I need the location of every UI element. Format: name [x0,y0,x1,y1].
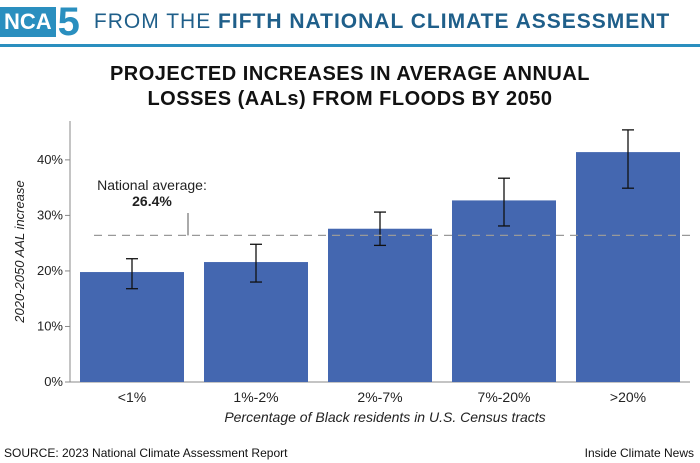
y-tick-label: 30% [37,207,63,222]
x-tick-label: 7%-20% [478,389,531,405]
header-rule [0,44,700,47]
source-note: SOURCE: 2023 National Climate Assessment… [4,446,288,460]
bar [452,200,556,382]
bar [576,152,680,382]
y-tick-label: 0% [44,374,63,389]
chart-title: PROJECTED INCREASES IN AVERAGE ANNUAL LO… [0,62,700,112]
logo-nca-text: NCA [0,7,56,37]
footer: SOURCE: 2023 National Climate Assessment… [0,443,700,463]
nca5-logo: NCA 5 [0,0,80,44]
header-prefix: FROM THE [93,10,219,33]
y-tick-label: 40% [37,152,63,167]
chart-title-line-1: PROJECTED INCREASES IN AVERAGE ANNUAL [109,63,591,85]
header-banner: NCA 5 FROM THE FIFTH NATIONAL CLIMATE AS… [0,0,700,44]
national-average-label: National average: [97,177,207,193]
national-average-value: 26.4% [132,193,172,209]
bar-chart: 0% 10% 20% 30% 40% 2020-2050 AAL increase <1% 1… [12,121,690,425]
x-tick-label: <1% [118,389,146,405]
x-tick-label: >20% [610,389,646,405]
bar [80,272,184,382]
x-tick-label: 2%-7% [357,389,402,405]
header-bold-text: FIFTH NATIONAL CLIMATE ASSESSMENT [218,10,671,33]
y-axis-title: 2020-2050 AAL increase [12,180,27,323]
x-tick-label: 1%-2% [233,389,278,405]
header-title: FROM THE FIFTH NATIONAL CLIMATE ASSESSME… [94,10,670,34]
credit-note: Inside Climate News [584,446,694,460]
logo-number: 5 [57,0,80,44]
bar [328,228,432,382]
x-axis-title: Percentage of Black residents in U.S. Ce… [224,409,545,425]
y-tick-label: 20% [37,263,63,278]
y-tick-label: 10% [37,318,63,333]
chart-title-line-2: LOSSES (AALs) FROM FLOODS BY 2050 [147,88,553,110]
